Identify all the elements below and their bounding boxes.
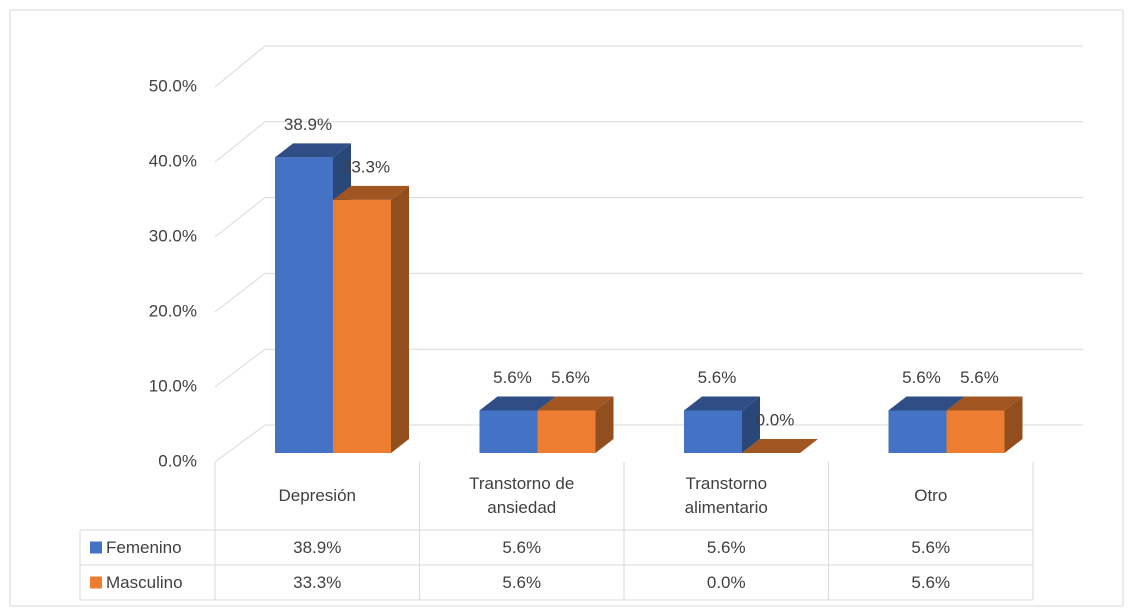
- bar-top: [275, 143, 351, 158]
- bar-side: [595, 396, 614, 453]
- bar-top: [946, 396, 1023, 411]
- data-label: 5.6%: [902, 368, 941, 387]
- y-tick-label: 0.0%: [158, 451, 197, 470]
- legend-label: Masculino: [106, 573, 183, 592]
- bar-top: [479, 396, 556, 411]
- grid-line: [214, 197, 266, 238]
- data-label: 5.6%: [698, 368, 737, 387]
- bar-top: [742, 439, 818, 453]
- table-value: 5.6%: [502, 537, 542, 557]
- legend-swatch: [90, 576, 102, 589]
- bar-front: [479, 410, 538, 453]
- y-tick-label: 40.0%: [149, 151, 197, 170]
- x-tick-label: Transtorno alimentario: [684, 474, 768, 517]
- table-value: 5.6%: [706, 537, 746, 557]
- data-label: 38.9%: [284, 115, 332, 134]
- bar-side: [742, 396, 760, 453]
- y-tick-label: 30.0%: [149, 226, 197, 245]
- x-tick-label: Otro: [914, 486, 948, 505]
- bar-front: [684, 410, 742, 453]
- grid-line: [214, 121, 266, 163]
- grid-line: [214, 45, 266, 88]
- grid-line: [214, 424, 266, 463]
- legend-label: Femenino: [106, 538, 182, 557]
- y-tick-label: 50.0%: [149, 76, 197, 95]
- bar-front: [537, 410, 596, 453]
- bar-top: [333, 185, 409, 200]
- table-value: 5.6%: [911, 537, 951, 557]
- y-tick-label: 10.0%: [149, 376, 197, 395]
- x-tick-label: Transtorno de ansiedad: [469, 474, 575, 517]
- bar-top: [537, 396, 614, 411]
- bar-front: [275, 157, 333, 454]
- bar-side: [391, 185, 409, 454]
- data-label: 5.6%: [493, 368, 532, 387]
- data-label: 0.0%: [756, 410, 795, 429]
- table-value: 5.6%: [911, 572, 951, 592]
- bar-top: [684, 396, 760, 411]
- table-value: 33.3%: [293, 572, 342, 592]
- table-value: 38.9%: [293, 537, 342, 557]
- x-tick-label: Depresión: [278, 486, 357, 505]
- bar-top: [888, 396, 965, 411]
- y-tick-label: 20.0%: [149, 301, 197, 320]
- bar-front: [946, 410, 1005, 453]
- bar-front: [333, 199, 391, 453]
- bar-front: [888, 410, 947, 453]
- bar-side: [1004, 396, 1023, 453]
- data-label: 5.6%: [551, 368, 590, 387]
- data-label: 33.3%: [342, 157, 390, 176]
- grid-line: [214, 273, 266, 313]
- data-label: 5.6%: [960, 368, 999, 387]
- legend-swatch: [90, 541, 102, 554]
- table-value: 5.6%: [502, 572, 542, 592]
- table-value: 0.0%: [706, 572, 746, 592]
- grid-line: [214, 348, 266, 388]
- chart-border: [9, 9, 1124, 607]
